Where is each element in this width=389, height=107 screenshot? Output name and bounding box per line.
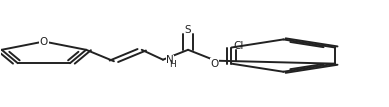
Text: S: S: [185, 25, 191, 35]
Text: H: H: [169, 60, 175, 69]
Text: N: N: [166, 55, 174, 65]
Text: O: O: [210, 59, 219, 69]
Text: Cl: Cl: [233, 42, 244, 51]
Text: O: O: [40, 36, 48, 47]
